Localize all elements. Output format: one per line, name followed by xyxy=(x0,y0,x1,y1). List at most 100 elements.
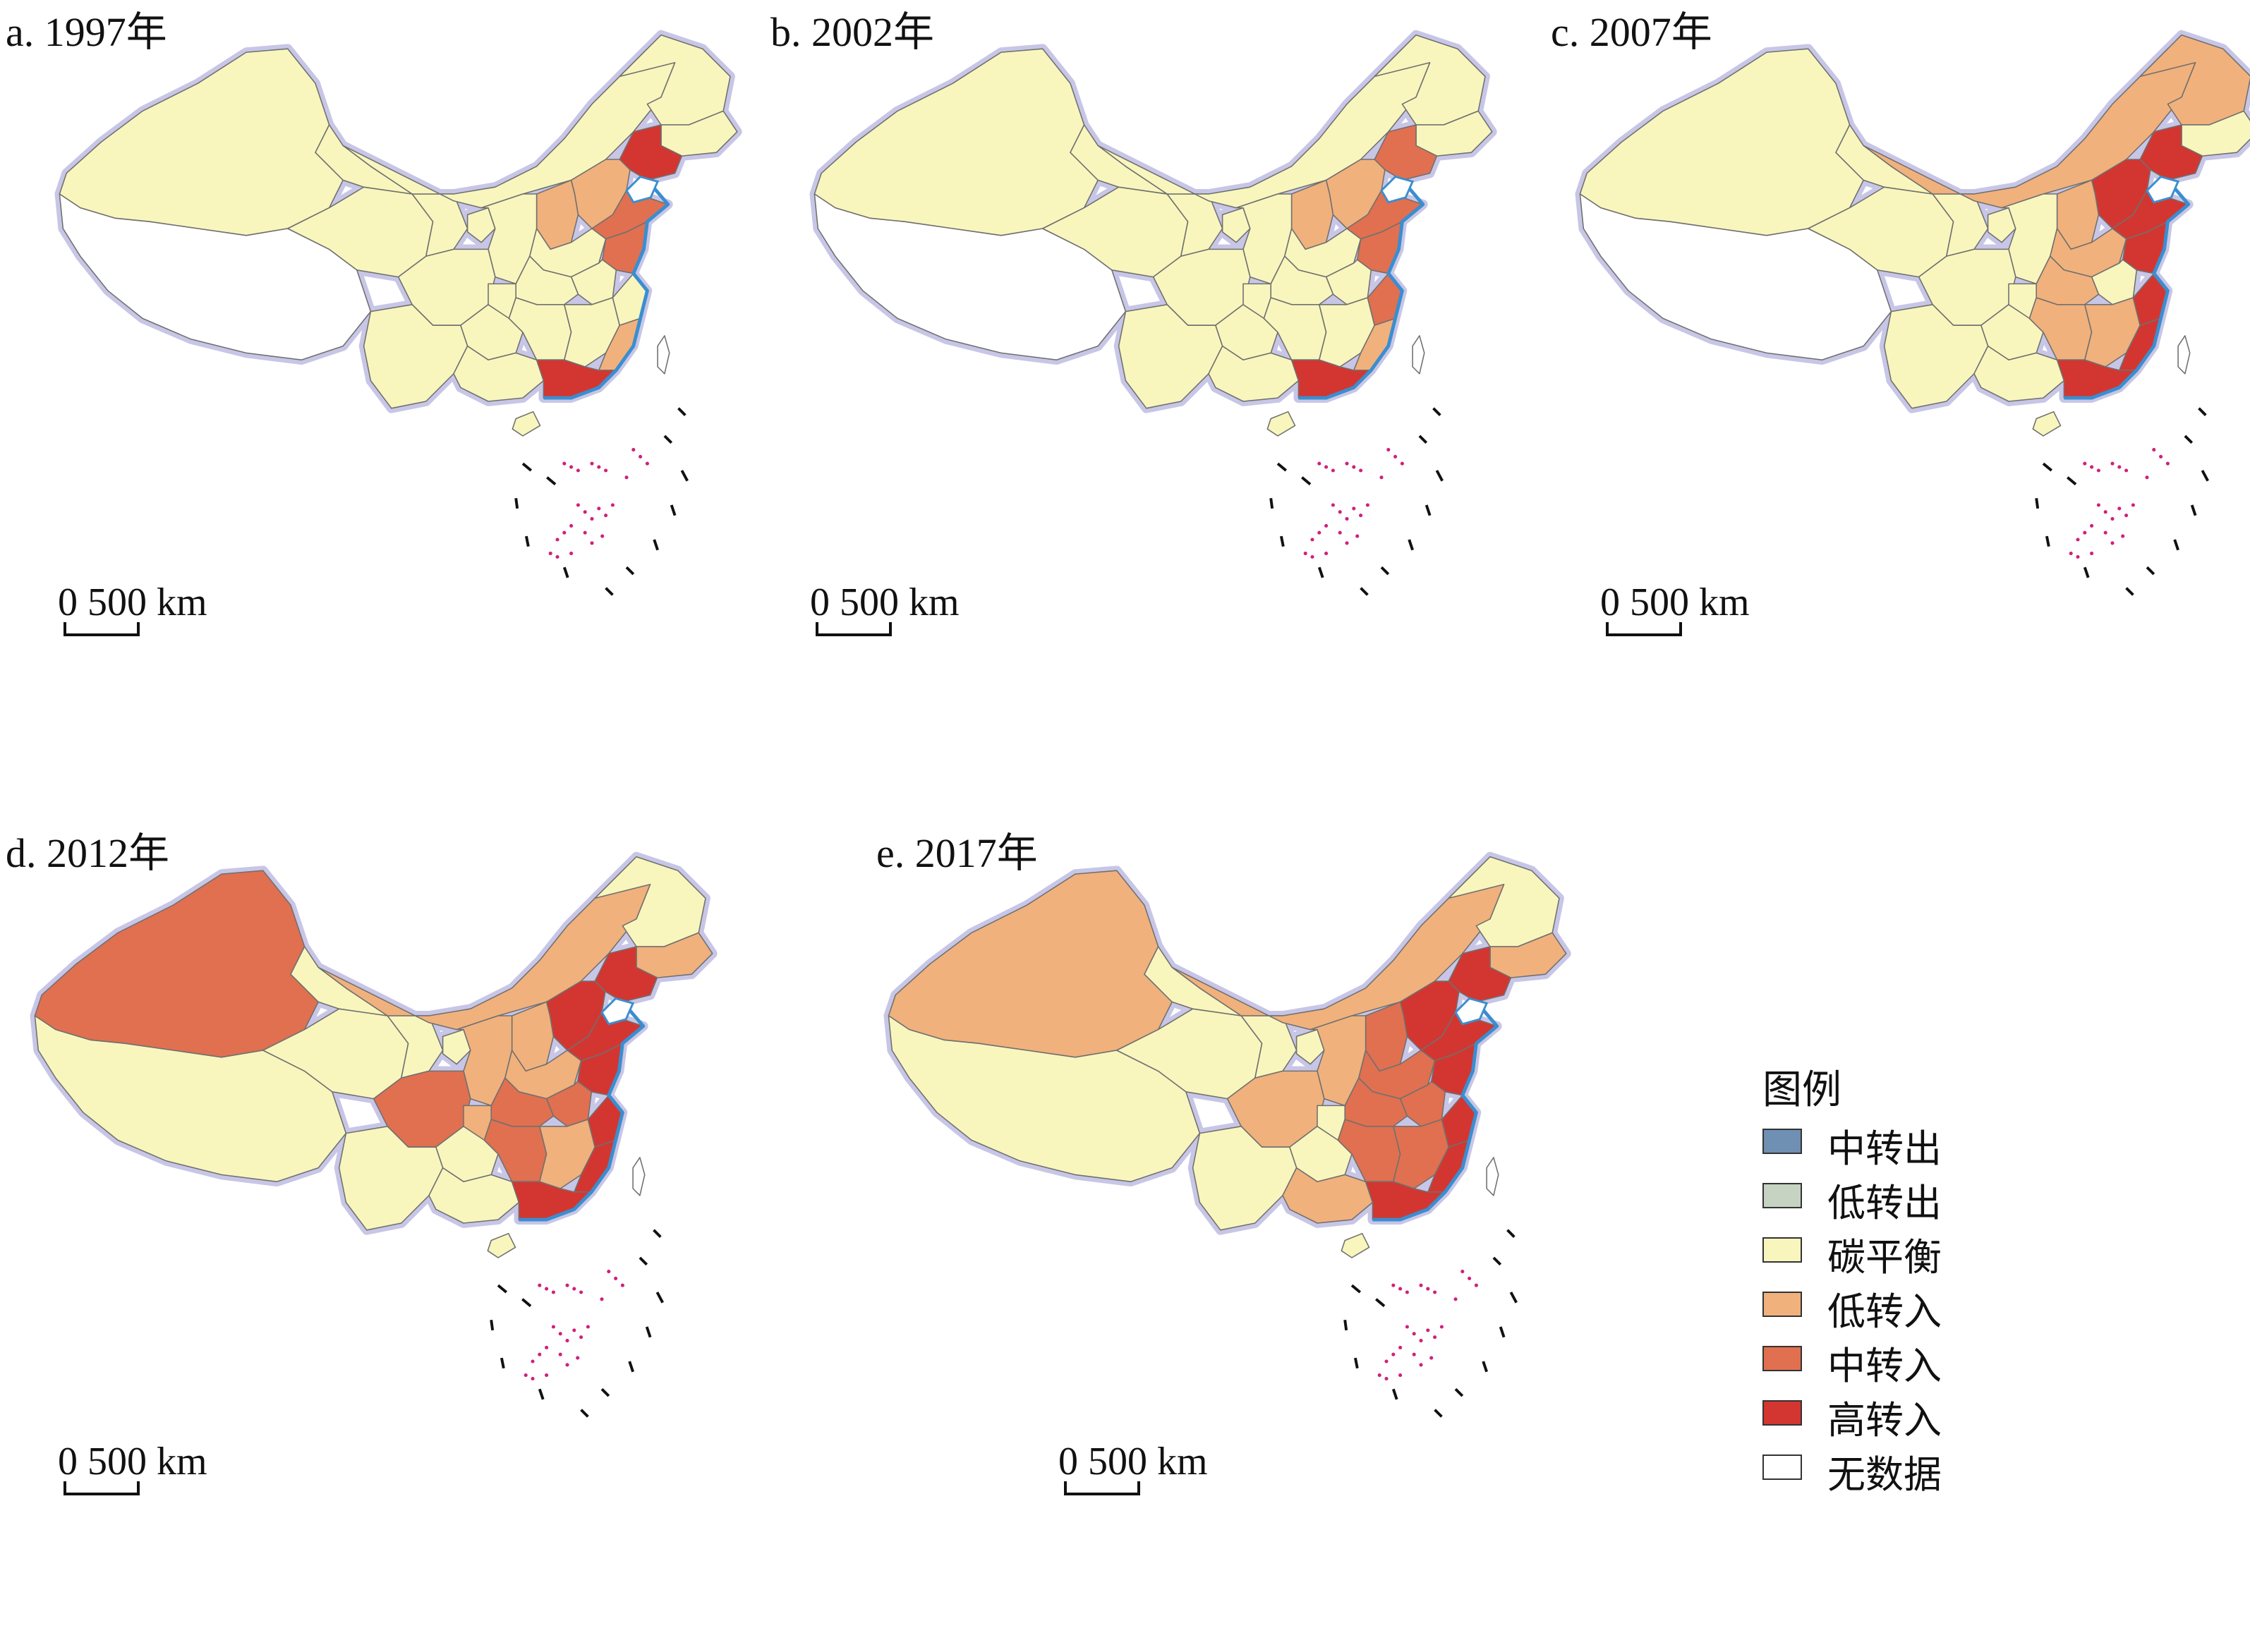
maritime-boundary-dash xyxy=(1360,587,1369,596)
island-dot xyxy=(572,1328,576,1332)
scale-bar-line xyxy=(1606,622,1682,636)
province-ningxia xyxy=(1221,207,1251,243)
island-dot xyxy=(562,530,567,535)
island-dot xyxy=(545,1287,549,1291)
island-dot xyxy=(579,1335,583,1340)
maritime-boundary-dash xyxy=(2201,470,2209,482)
maritime-boundary-dash xyxy=(580,1409,589,1418)
island-dot xyxy=(2096,503,2100,507)
island-dot xyxy=(1338,530,1342,535)
island-dot xyxy=(1377,1373,1381,1378)
island-dot xyxy=(1324,552,1329,556)
maritime-boundary-dash xyxy=(645,1326,652,1338)
maritime-boundary-dash xyxy=(2198,407,2207,416)
maritime-boundary-dash xyxy=(670,504,677,516)
maritime-boundary-dash xyxy=(1434,1409,1443,1418)
island-dot xyxy=(2121,534,2125,538)
island-dot xyxy=(2124,468,2129,473)
island-dot xyxy=(590,517,594,521)
map-panel-e xyxy=(883,851,1571,1418)
province-guangxi xyxy=(428,1167,520,1224)
island-dot xyxy=(2083,530,2087,535)
island-dot xyxy=(1352,465,1356,469)
maritime-boundary-dash xyxy=(490,1319,495,1331)
island-dot xyxy=(604,468,608,473)
south-china-sea-inset xyxy=(1343,1229,1518,1418)
island-dot xyxy=(1324,465,1329,469)
island-dot xyxy=(1426,1287,1430,1291)
maritime-boundary-dash xyxy=(1301,476,1312,486)
island-dot xyxy=(1429,1356,1434,1360)
legend-label: 中转出 xyxy=(1827,1126,1942,1171)
scale-bar-c xyxy=(1606,622,1682,636)
island-dot xyxy=(1365,503,1369,507)
scale-label-b: 0 500 km xyxy=(810,581,960,624)
scale-bar-line xyxy=(1064,1481,1140,1495)
island-dot xyxy=(1310,554,1314,559)
maritime-boundary-dash xyxy=(680,470,689,482)
maritime-boundary-dash xyxy=(538,1388,545,1400)
province-taiwan xyxy=(2177,335,2191,375)
legend-item-mid-out: 中转出 xyxy=(1762,1122,2031,1171)
province-taiwan xyxy=(1486,1157,1499,1196)
island-dot xyxy=(1474,1283,1478,1287)
island-dot xyxy=(576,1356,580,1360)
island-dot xyxy=(1310,537,1314,542)
island-dot xyxy=(597,506,601,511)
scale-label-c: 0 500 km xyxy=(1600,581,1750,624)
province-hainan xyxy=(512,411,541,437)
island-dot xyxy=(531,1359,535,1363)
island-dot xyxy=(538,1352,542,1356)
island-dot xyxy=(1405,1290,1409,1294)
island-dot xyxy=(2117,506,2122,511)
panel-title-e: e. 2017年 xyxy=(876,830,1038,876)
legend-item-low-out: 低转出 xyxy=(1762,1176,2031,1225)
island-dot xyxy=(607,1270,611,1274)
province-guangxi xyxy=(1208,345,1300,402)
province-hainan xyxy=(487,1232,516,1258)
island-dot xyxy=(1384,1376,1389,1381)
island-dot xyxy=(555,554,560,559)
island-dot xyxy=(2103,530,2107,535)
island-dot xyxy=(562,461,567,466)
maritime-boundary-dash xyxy=(663,435,673,444)
legend-item-balance: 碳平衡 xyxy=(1762,1230,2031,1280)
island-dot xyxy=(548,552,552,556)
island-dot xyxy=(569,523,574,528)
island-dot xyxy=(583,530,587,535)
island-dot xyxy=(558,1332,562,1336)
scale-bar-b xyxy=(816,622,892,636)
south-china-sea-inset xyxy=(514,407,689,596)
legend-swatch xyxy=(1762,1400,1802,1426)
island-dot xyxy=(645,461,649,466)
island-dot xyxy=(631,448,636,452)
province-anhui xyxy=(2091,259,2138,305)
island-dot xyxy=(538,1283,542,1287)
island-dot xyxy=(1453,1297,1458,1301)
maritime-boundary-dash xyxy=(1482,1361,1488,1373)
island-dot xyxy=(610,503,615,507)
province-anhui xyxy=(545,1081,593,1127)
maritime-boundary-dash xyxy=(1506,1229,1516,1238)
map-panel-c xyxy=(1575,30,2250,596)
island-dot xyxy=(1345,517,1349,521)
island-dot xyxy=(1393,454,1398,458)
island-dot xyxy=(583,510,587,514)
coastline xyxy=(1298,178,1425,400)
island-dot xyxy=(1433,1335,1437,1340)
island-dot xyxy=(1460,1270,1465,1274)
island-dot xyxy=(1391,1283,1396,1287)
island-dot xyxy=(1419,1363,1423,1367)
island-dot xyxy=(1398,1287,1403,1291)
island-dot xyxy=(551,1325,555,1329)
maritime-boundary-dash xyxy=(546,476,557,486)
maritime-boundary-dash xyxy=(1435,470,1444,482)
maritime-boundary-dash xyxy=(524,535,530,547)
legend-swatch xyxy=(1762,1454,1802,1480)
maritime-boundary-dash xyxy=(653,539,659,551)
map-panel-d xyxy=(30,851,718,1418)
island-dot xyxy=(2110,541,2115,545)
bohai-sea xyxy=(2146,175,2180,204)
island-dot xyxy=(2110,517,2115,521)
province-taiwan xyxy=(1412,335,1425,375)
